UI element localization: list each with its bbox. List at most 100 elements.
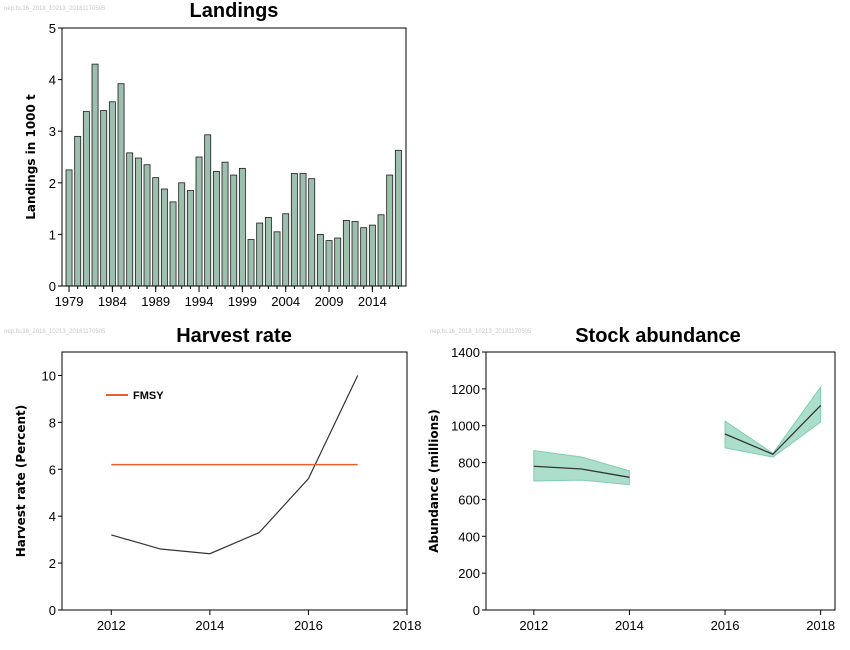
stock-ytick-label: 0: [473, 603, 480, 618]
stock-ytick-label: 1000: [451, 419, 480, 434]
landings-xtick-label: 1984: [98, 294, 127, 309]
landings-bar: [74, 135, 82, 287]
landings-xtick-label: 1979: [55, 294, 84, 309]
harvest-title: Harvest rate: [176, 325, 292, 347]
landings-bars: [65, 63, 402, 287]
harvest-rate-chart: nep.fu.16_2018_10213_20181170505 Harvest…: [4, 325, 421, 633]
stock-y-ticks: 0 200 400 600 800 1000 1200 1400: [451, 345, 486, 618]
stock-confidence-band: [724, 385, 822, 458]
harvest-ytick-label: 0: [49, 603, 56, 618]
stock-ytick-label: 400: [458, 529, 480, 544]
landings-bar: [65, 169, 73, 287]
landings-ytick-label: 1: [49, 227, 56, 242]
stock-ytick-label: 200: [458, 566, 480, 581]
landings-bar: [247, 239, 255, 287]
stock-plot-frame: [485, 351, 836, 611]
stock-ytick-label: 1400: [451, 345, 480, 360]
stock-xtick-label: 2018: [806, 618, 835, 633]
landings-bar: [221, 161, 229, 287]
harvest-xtick-label: 2016: [294, 618, 323, 633]
harvest-legend: FMSY: [106, 390, 164, 402]
landings-ytick-label: 3: [49, 124, 56, 139]
stock-abundance-line: [724, 404, 822, 456]
landings-x-ticks: 1979 1984 1989 1994 1999 2004 2009 2014: [55, 286, 399, 309]
stock-xtick-label: 2016: [711, 618, 740, 633]
harvest-plot-frame: [61, 351, 408, 611]
harvest-ylabel: Harvest rate (Percent): [14, 405, 28, 558]
stock-confidence-bands: [533, 385, 822, 486]
landings-bar: [186, 190, 194, 287]
landings-bar: [204, 134, 212, 287]
landings-xtick-label: 2009: [315, 294, 344, 309]
landings-bar: [264, 216, 272, 287]
landings-bar: [126, 152, 134, 287]
harvest-x-ticks: 2012 2014 2016 2018: [97, 610, 422, 633]
watermark-stock: nep.fu.16_2018_10213_20181170505: [430, 329, 532, 335]
watermark-landings: nep.fu.16_2018_10213_20181170505: [4, 6, 106, 12]
landings-bar: [368, 224, 376, 287]
landings-bar: [299, 173, 307, 287]
harvest-ytick-label: 4: [49, 509, 56, 524]
landings-bar: [256, 222, 264, 287]
harvest-ytick-label: 6: [49, 462, 56, 477]
stock-abundance-chart: nep.fu.16_2018_10213_20181170505 Stock a…: [427, 325, 836, 633]
landings-title: Landings: [190, 0, 279, 22]
landings-bar: [282, 213, 290, 287]
landings-bar: [117, 83, 125, 287]
landings-bar: [160, 188, 168, 287]
watermark-harvest: nep.fu.16_2018_10213_20181170505: [4, 329, 106, 335]
stock-x-ticks: 2012 2014 2016 2018: [519, 610, 835, 633]
landings-bar: [377, 214, 385, 287]
landings-xtick-label: 1999: [228, 294, 257, 309]
landings-bar: [238, 167, 246, 287]
harvest-xtick-label: 2014: [195, 618, 224, 633]
landings-xtick-label: 1989: [141, 294, 170, 309]
harvest-xtick-label: 2012: [97, 618, 126, 633]
stock-ytick-label: 1200: [451, 382, 480, 397]
landings-xtick-label: 2014: [358, 294, 387, 309]
landings-bar: [316, 233, 324, 287]
landings-ytick-label: 4: [49, 73, 56, 88]
landings-bar: [273, 231, 281, 287]
stock-ylabel: Abundance (millions): [427, 409, 441, 552]
landings-bar: [334, 237, 342, 287]
landings-xtick-label: 2004: [271, 294, 300, 309]
landings-plot-frame: [61, 27, 407, 287]
stock-lines: [533, 404, 822, 478]
landings-chart: nep.fu.16_2018_10213_20181170505 Landing…: [4, 0, 407, 309]
landings-ytick-label: 0: [49, 279, 56, 294]
harvest-ytick-label: 10: [42, 368, 56, 383]
landings-ytick-label: 2: [49, 176, 56, 191]
stock-confidence-band: [533, 450, 630, 486]
harvest-rate-line: [111, 375, 359, 555]
landings-xtick-label: 1994: [185, 294, 214, 309]
harvest-ytick-label: 8: [49, 415, 56, 430]
landings-bar: [342, 220, 350, 287]
stock-xtick-label: 2014: [615, 618, 644, 633]
landings-bar: [143, 164, 151, 287]
harvest-xtick-label: 2018: [393, 618, 422, 633]
landings-bar: [108, 101, 116, 287]
landings-y-ticks: 0 1 2 3 4 5: [49, 21, 62, 294]
landings-bar: [360, 227, 368, 287]
stock-title: Stock abundance: [575, 325, 741, 347]
landings-bar: [290, 173, 298, 287]
harvest-ytick-label: 2: [49, 556, 56, 571]
landings-bar: [152, 177, 160, 287]
landings-bar: [212, 171, 220, 287]
harvest-y-ticks: 0 2 4 6 8 10: [42, 368, 62, 618]
landings-bar: [325, 240, 333, 287]
landings-bar: [91, 63, 99, 287]
landings-bar: [230, 174, 238, 287]
landings-bar: [308, 178, 316, 287]
harvest-lines: [111, 375, 359, 555]
landings-ylabel: Landings in 1000 t: [24, 94, 38, 220]
legend-fmsy-label: FMSY: [133, 390, 164, 402]
stock-abundance-line: [533, 465, 630, 478]
landings-bar: [169, 201, 177, 287]
landings-bar: [82, 111, 90, 287]
stock-xtick-label: 2012: [519, 618, 548, 633]
stock-ytick-label: 800: [458, 456, 480, 471]
stock-ytick-label: 600: [458, 492, 480, 507]
